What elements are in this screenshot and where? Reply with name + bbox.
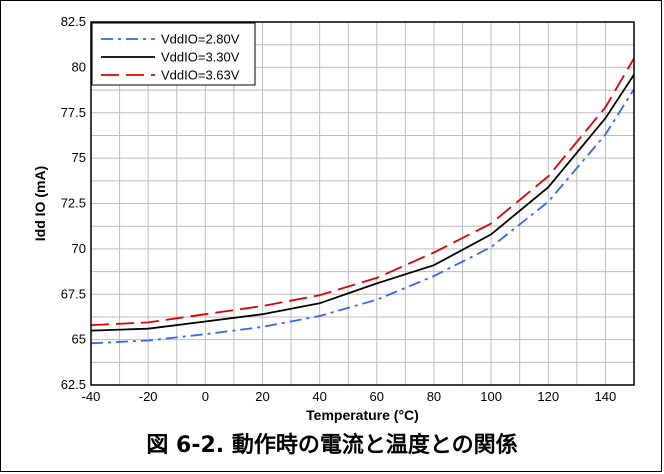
x-tick-label: -20 xyxy=(139,389,158,404)
y-tick-label: 65 xyxy=(72,332,86,347)
legend: VddIO=2.80V VddIO=3.30V VddIO=3.63V xyxy=(91,22,256,86)
y-tick-label: 72.5 xyxy=(61,196,86,211)
x-tick-label: 120 xyxy=(537,389,559,404)
legend-box xyxy=(91,22,256,86)
x-tick-label: 20 xyxy=(255,389,269,404)
x-tick-label: 40 xyxy=(312,389,326,404)
x-tick-labels: -40 -20 0 20 40 60 80 100 120 140 xyxy=(82,389,617,404)
figure-caption: 図 6-2. 動作時の電流と温度との関係 xyxy=(146,432,517,458)
y-tick-label: 77.5 xyxy=(61,105,86,120)
y-tick-label: 82.5 xyxy=(61,14,86,29)
y-axis-title: Idd IO (mA) xyxy=(32,166,48,241)
legend-label-1: VddIO=2.80V xyxy=(161,32,240,47)
series-layer xyxy=(90,57,635,345)
plot-border xyxy=(90,21,635,386)
y-tick-label: 80 xyxy=(72,59,86,74)
x-tick-label: -40 xyxy=(82,389,101,404)
y-tick-label: 70 xyxy=(72,241,86,256)
x-tick-label: 100 xyxy=(480,389,502,404)
series-line-3 xyxy=(90,57,635,326)
x-tick-label: 0 xyxy=(202,389,209,404)
y-tick-labels: 62.5 65 67.5 70 72.5 75 77.5 80 82.5 xyxy=(61,14,86,392)
series-line-2 xyxy=(90,74,635,332)
x-tick-label: 80 xyxy=(427,389,441,404)
y-tick-label: 67.5 xyxy=(61,286,86,301)
legend-label-2: VddIO=3.30V xyxy=(161,50,240,65)
y-tick-label: 62.5 xyxy=(61,377,86,392)
x-tick-label: 140 xyxy=(595,389,617,404)
x-axis-title: Temperature (°C) xyxy=(306,407,419,423)
x-tick-label: 60 xyxy=(370,389,384,404)
series-line-1 xyxy=(90,88,635,345)
y-tick-label: 75 xyxy=(72,150,86,165)
legend-label-3: VddIO=3.63V xyxy=(161,68,240,83)
